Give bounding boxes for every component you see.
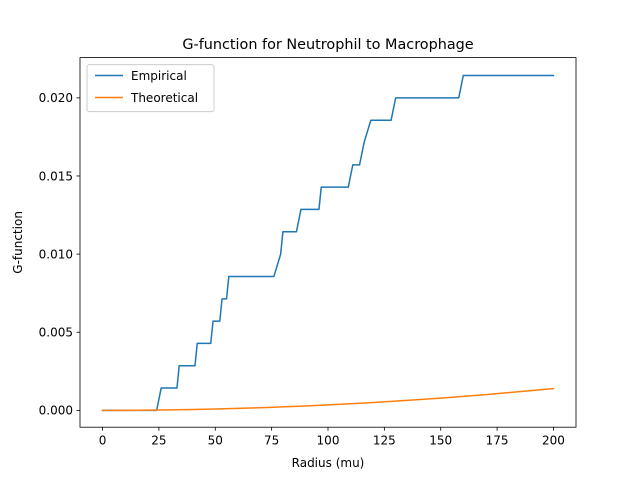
plot-area (80, 57, 576, 428)
x-tick-label: 175 (486, 434, 509, 448)
x-tick-label: 0 (99, 434, 107, 448)
x-tick-label: 125 (373, 434, 396, 448)
y-axis-label: G-function (11, 211, 25, 274)
series-layer (101, 74, 555, 412)
x-tick-label: 75 (264, 434, 279, 448)
legend-label-theoretical: Theoretical (130, 91, 198, 105)
y-tick-label: 0.000 (39, 404, 73, 418)
y-tick-label: 0.010 (39, 247, 73, 261)
y-tick-label: 0.020 (39, 91, 73, 105)
x-tick-label: 25 (151, 434, 166, 448)
x-tick-label: 150 (429, 434, 452, 448)
x-tick-label: 50 (208, 434, 223, 448)
series-line-theoretical (101, 387, 555, 412)
x-tick-label: 200 (542, 434, 565, 448)
y-tick-label: 0.015 (39, 169, 73, 183)
legend-label-empirical: Empirical (131, 69, 187, 83)
y-tick-label: 0.005 (39, 326, 73, 340)
legend-box (86, 64, 215, 113)
x-axis-label: Radius (mu) (292, 456, 365, 470)
x-axis: 0 25 50 75 100 125 150 175 200 (99, 427, 565, 448)
x-tick-label: 100 (317, 434, 340, 448)
series-line-empirical (101, 74, 555, 412)
y-axis: 0.000 0.005 0.010 0.015 0.020 (39, 91, 80, 418)
legend: Empirical Theoretical (86, 64, 215, 113)
chart-title: G-function for Neutrophil to Macrophage (182, 37, 473, 53)
